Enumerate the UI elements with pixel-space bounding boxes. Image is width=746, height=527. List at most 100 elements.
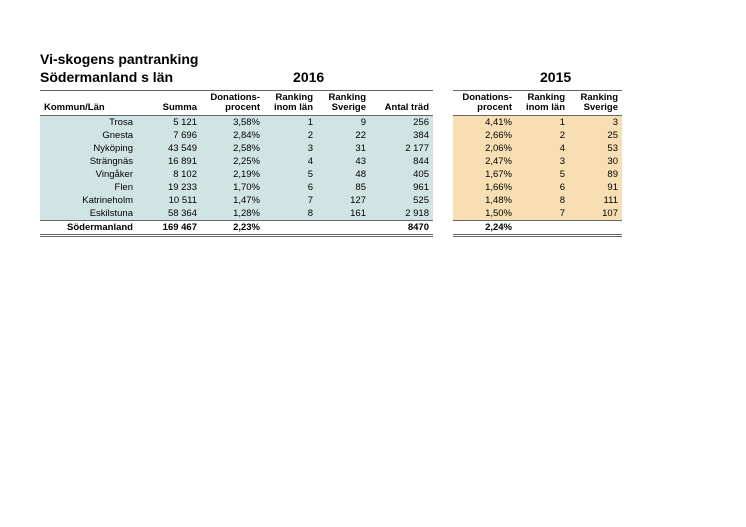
cell-summa: 19 233 (143, 181, 201, 194)
cell-pct16: 2,25% (201, 155, 264, 168)
cell-rs15: 3 (569, 116, 622, 130)
cell-rs15: 91 (569, 181, 622, 194)
cell-pct15: 2,06% (453, 142, 516, 155)
gap-cell (433, 181, 453, 194)
cell-pct15: 2,66% (453, 129, 516, 142)
cell-name: Eskilstuna (40, 207, 143, 221)
cell-name: Trosa (40, 116, 143, 130)
cell-rl16: 4 (264, 155, 317, 168)
cell-rs16: 161 (317, 207, 370, 221)
cell-rl15: 1 (516, 116, 569, 130)
cell-pct16: 2,19% (201, 168, 264, 181)
totals-pct16: 2,23% (201, 221, 264, 236)
year-2015-heading: 2015 (540, 68, 571, 86)
cell-summa: 16 891 (143, 155, 201, 168)
cell-pct15: 1,50% (453, 207, 516, 221)
cell-rs16: 48 (317, 168, 370, 181)
cell-pct16: 2,58% (201, 142, 264, 155)
cell-pct15: 1,66% (453, 181, 516, 194)
table-row: Trosa5 1213,58%192564,41%13 (40, 116, 622, 130)
cell-rl16: 3 (264, 142, 317, 155)
col-kommun: Kommun/Län (40, 91, 143, 116)
table-row: Eskilstuna58 3641,28%81612 9181,50%7107 (40, 207, 622, 221)
cell-name: Nyköping (40, 142, 143, 155)
year-2016-heading: 2016 (293, 68, 324, 86)
cell-rs15: 111 (569, 194, 622, 207)
cell-summa: 8 102 (143, 168, 201, 181)
cell-summa: 10 511 (143, 194, 201, 207)
cell-rs16: 22 (317, 129, 370, 142)
cell-rl15: 2 (516, 129, 569, 142)
gap-cell (433, 129, 453, 142)
cell-rs15: 89 (569, 168, 622, 181)
cell-summa: 5 121 (143, 116, 201, 130)
cell-name: Vingåker (40, 168, 143, 181)
gap-col (433, 91, 453, 116)
header-row: Kommun/Län Summa Donations-procent Ranki… (40, 91, 622, 116)
cell-trees: 2 177 (370, 142, 433, 155)
cell-rl16: 7 (264, 194, 317, 207)
cell-name: Gnesta (40, 129, 143, 142)
cell-trees: 525 (370, 194, 433, 207)
cell-rl16: 2 (264, 129, 317, 142)
cell-rl15: 4 (516, 142, 569, 155)
totals-name: Södermanland (40, 221, 143, 236)
cell-pct16: 1,47% (201, 194, 264, 207)
cell-rs15: 25 (569, 129, 622, 142)
cell-pct15: 1,67% (453, 168, 516, 181)
cell-trees: 405 (370, 168, 433, 181)
cell-name: Strängnäs (40, 155, 143, 168)
ranking-table-container: Vi-skogens pantranking Södermanland s lä… (40, 50, 622, 237)
cell-trees: 961 (370, 181, 433, 194)
cell-rl15: 5 (516, 168, 569, 181)
cell-rl16: 1 (264, 116, 317, 130)
cell-trees: 256 (370, 116, 433, 130)
cell-pct16: 3,58% (201, 116, 264, 130)
col-trees: Antal träd (370, 91, 433, 116)
cell-pct16: 2,84% (201, 129, 264, 142)
totals-summa: 169 467 (143, 221, 201, 236)
cell-rl16: 8 (264, 207, 317, 221)
gap-cell (433, 168, 453, 181)
col-ranksv-2015: RankingSverige (569, 91, 622, 116)
cell-rl16: 6 (264, 181, 317, 194)
cell-name: Flen (40, 181, 143, 194)
table-row: Vingåker8 1022,19%5484051,67%589 (40, 168, 622, 181)
totals-trees: 8470 (370, 221, 433, 236)
cell-name: Katrineholm (40, 194, 143, 207)
col-donpct-2016: Donations-procent (201, 91, 264, 116)
cell-rs16: 85 (317, 181, 370, 194)
gap-cell (433, 207, 453, 221)
table-row: Gnesta7 6962,84%2223842,66%225 (40, 129, 622, 142)
cell-rs16: 127 (317, 194, 370, 207)
cell-pct15: 2,47% (453, 155, 516, 168)
title-line-2: Södermanland s län (40, 68, 173, 86)
gap-cell (433, 155, 453, 168)
gap-cell (433, 116, 453, 130)
cell-pct15: 1,48% (453, 194, 516, 207)
table-row: Nyköping43 5492,58%3312 1772,06%453 (40, 142, 622, 155)
cell-pct16: 1,70% (201, 181, 264, 194)
cell-summa: 58 364 (143, 207, 201, 221)
totals-pct15: 2,24% (453, 221, 516, 236)
col-ranklan-2015: Rankinginom län (516, 91, 569, 116)
title-line-1: Vi-skogens pantranking (40, 50, 622, 68)
cell-trees: 844 (370, 155, 433, 168)
title-line-2-wrap: Södermanland s län 2016 (40, 68, 622, 86)
cell-trees: 2 918 (370, 207, 433, 221)
cell-pct15: 4,41% (453, 116, 516, 130)
col-donpct-2015: Donations-procent (453, 91, 516, 116)
cell-summa: 7 696 (143, 129, 201, 142)
cell-rl15: 6 (516, 181, 569, 194)
cell-rs16: 43 (317, 155, 370, 168)
table-row: Flen19 2331,70%6859611,66%691 (40, 181, 622, 194)
gap-cell (433, 194, 453, 207)
table-row: Strängnäs16 8912,25%4438442,47%330 (40, 155, 622, 168)
table-body: Trosa5 1213,58%192564,41%13Gnesta7 6962,… (40, 116, 622, 236)
cell-trees: 384 (370, 129, 433, 142)
cell-rs15: 30 (569, 155, 622, 168)
cell-rs15: 107 (569, 207, 622, 221)
cell-rs16: 9 (317, 116, 370, 130)
cell-summa: 43 549 (143, 142, 201, 155)
cell-rl15: 7 (516, 207, 569, 221)
